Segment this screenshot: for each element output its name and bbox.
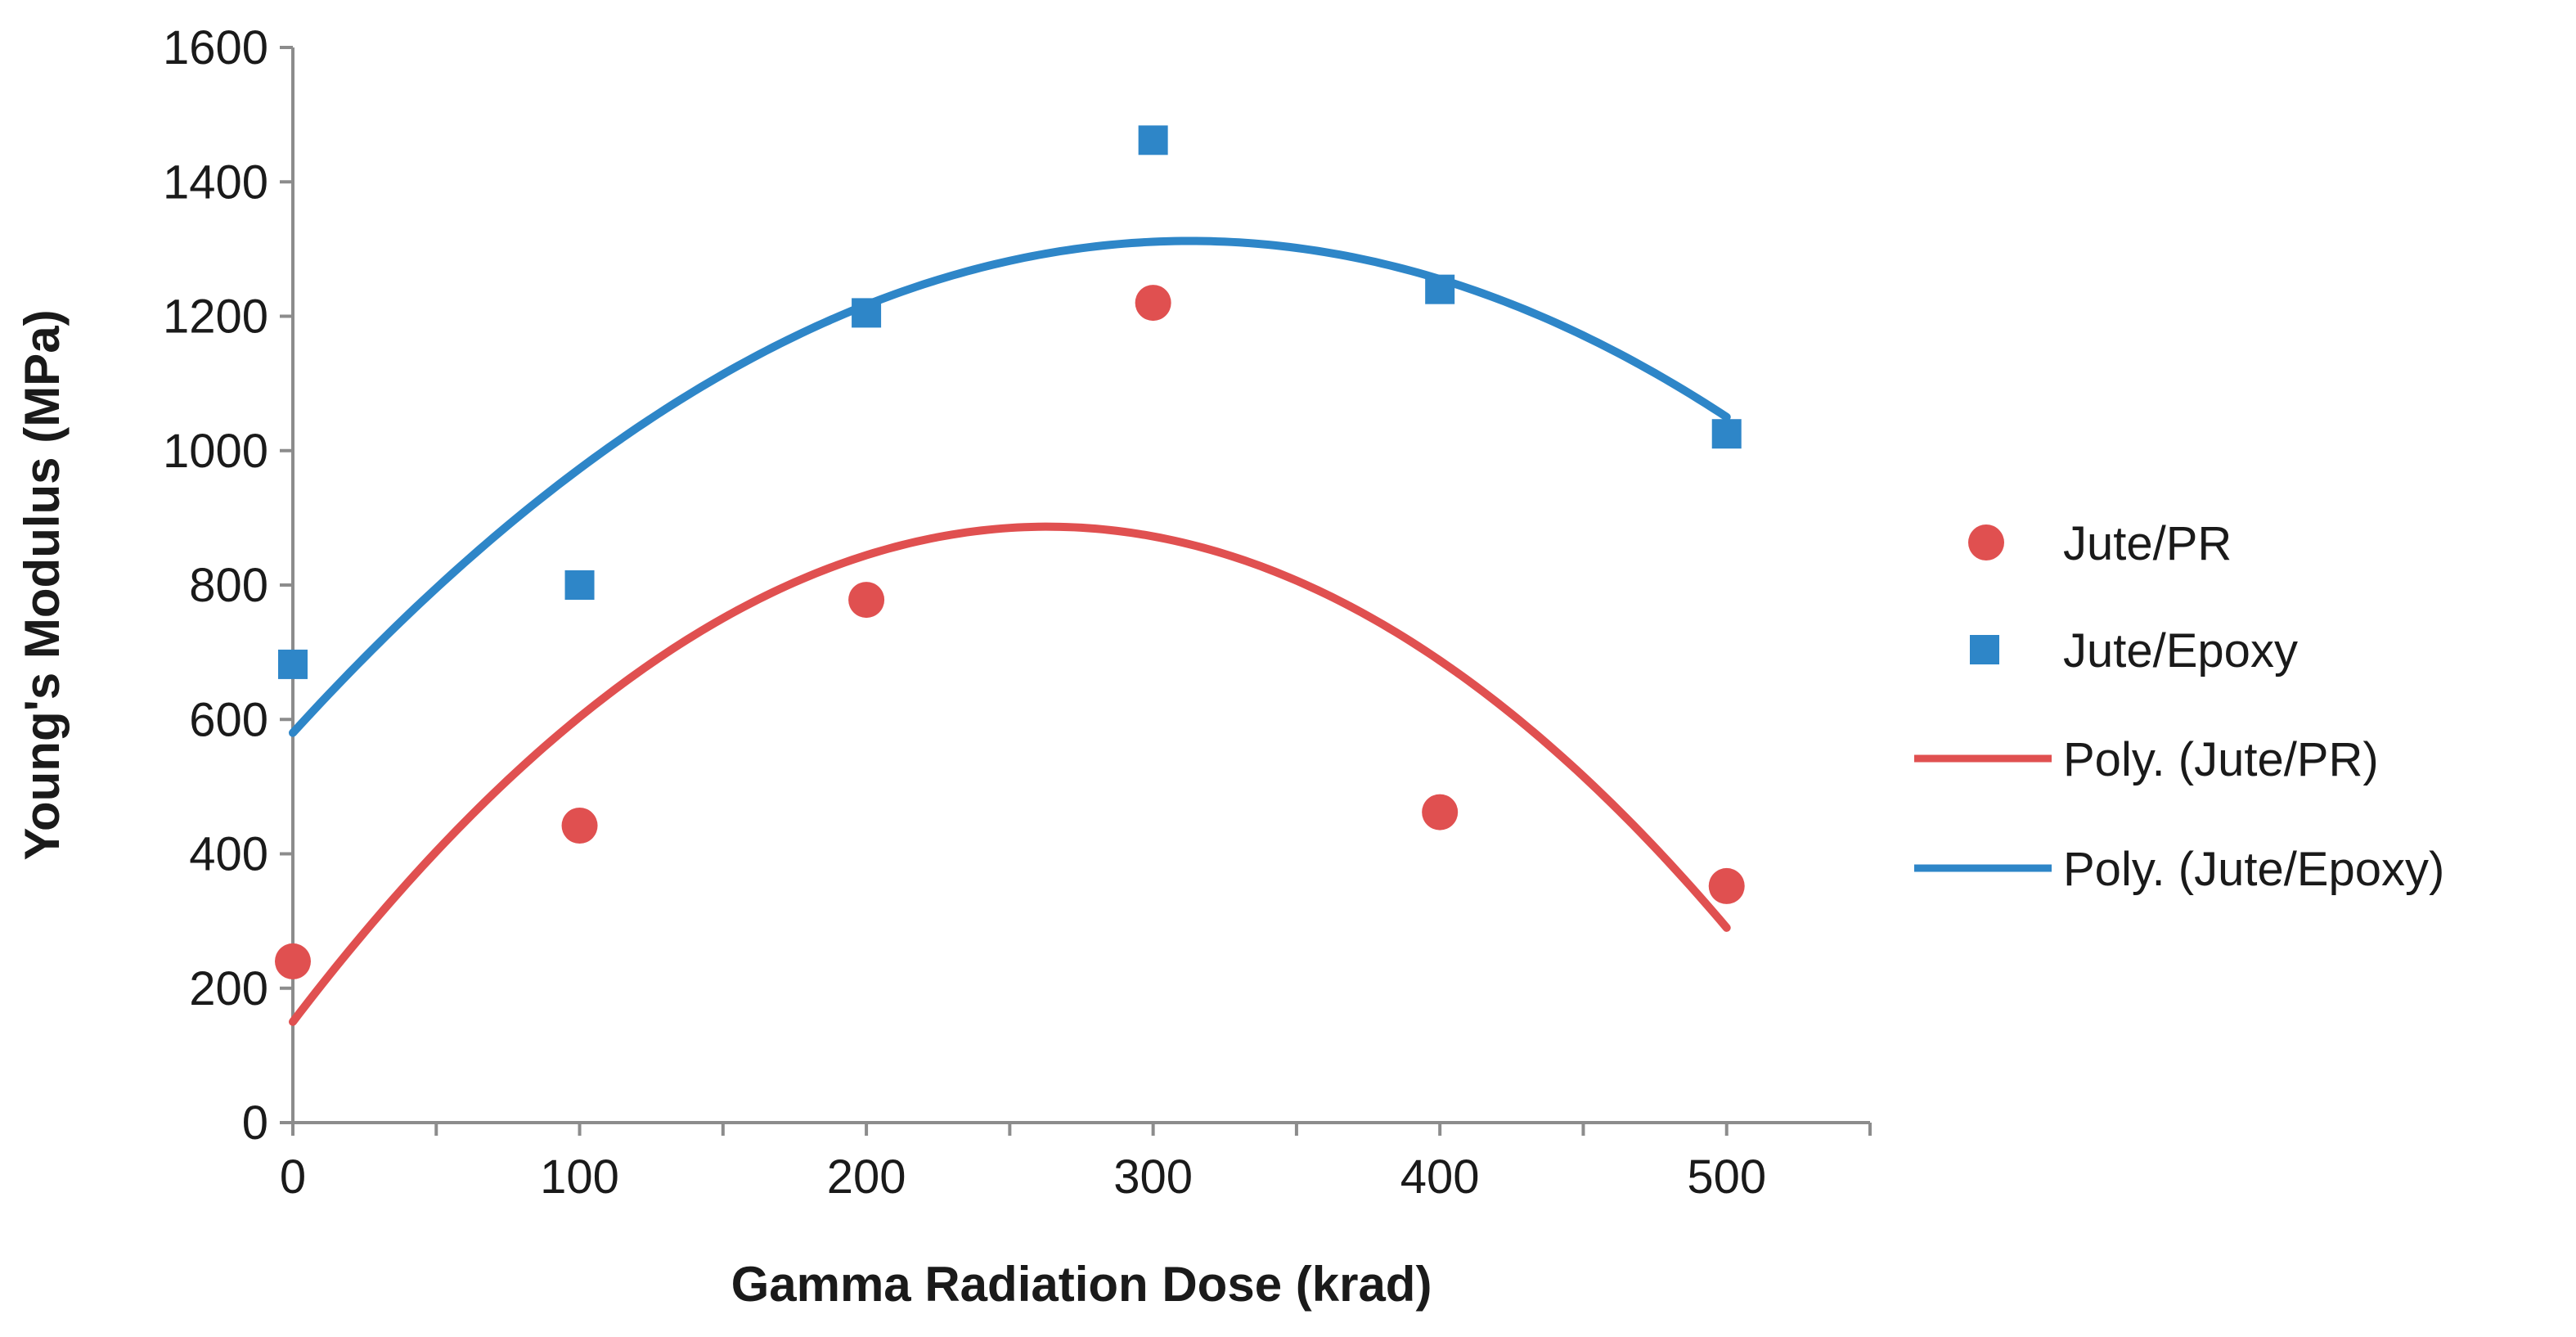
point-jute-epoxy [278,649,308,679]
point-jute-epoxy [1711,419,1742,449]
point-jute-pr [275,943,311,979]
trendline-jute-epoxy [289,236,1731,737]
data-points [275,125,1745,979]
x-axis-title: Gamma Radiation Dose (krad) [731,1257,1432,1312]
legend: Jute/PR Jute/Epoxy Poly. (Jute/PR) Poly.… [1914,517,2444,896]
y-ticks: 0 200 400 600 800 1000 1200 1400 1600 [163,21,293,1150]
x-tick-label: 100 [540,1150,619,1204]
y-tick-label: 200 [189,962,268,1015]
axes [291,47,1870,1124]
point-jute-pr [561,808,598,844]
x-tick-label: 500 [1687,1150,1766,1204]
legend-label-jute-pr: Jute/PR [2063,517,2232,570]
y-tick-label: 1600 [163,21,268,74]
y-tick-label: 1400 [163,155,268,209]
point-jute-epoxy [1138,125,1168,155]
legend-label-jute-epoxy: Jute/Epoxy [2063,624,2298,678]
x-tick-label: 200 [827,1150,906,1204]
y-tick-label: 400 [189,828,268,881]
y-tick-label: 1200 [163,290,268,344]
legend-marker-jute-pr [1968,524,2004,560]
point-jute-pr [1135,285,1171,322]
trendline-jute-pr [289,522,1731,1026]
y-tick-label: 1000 [163,425,268,478]
y-tick-label: 800 [189,559,268,612]
point-jute-epoxy [564,570,595,600]
trendlines [289,236,1731,1026]
point-jute-epoxy [852,298,882,328]
point-jute-pr [1422,794,1459,831]
legend-label-poly-jute-pr: Poly. (Jute/PR) [2063,733,2379,786]
x-tick-label: 300 [1113,1150,1193,1204]
x-tick-label: 400 [1400,1150,1480,1204]
y-tick-label: 0 [242,1096,268,1150]
y-tick-label: 600 [189,693,268,746]
point-jute-epoxy [1425,274,1455,304]
legend-label-poly-jute-epoxy: Poly. (Jute/Epoxy) [2063,843,2444,896]
x-ticks: 0 100 200 300 400 500 [280,1123,1872,1204]
y-axis-title: Young's Modulus (MPa) [15,309,70,860]
point-jute-pr [1708,867,1745,904]
x-tick-label: 0 [280,1150,306,1204]
point-jute-pr [848,582,885,619]
legend-marker-jute-epoxy [1970,635,1999,664]
